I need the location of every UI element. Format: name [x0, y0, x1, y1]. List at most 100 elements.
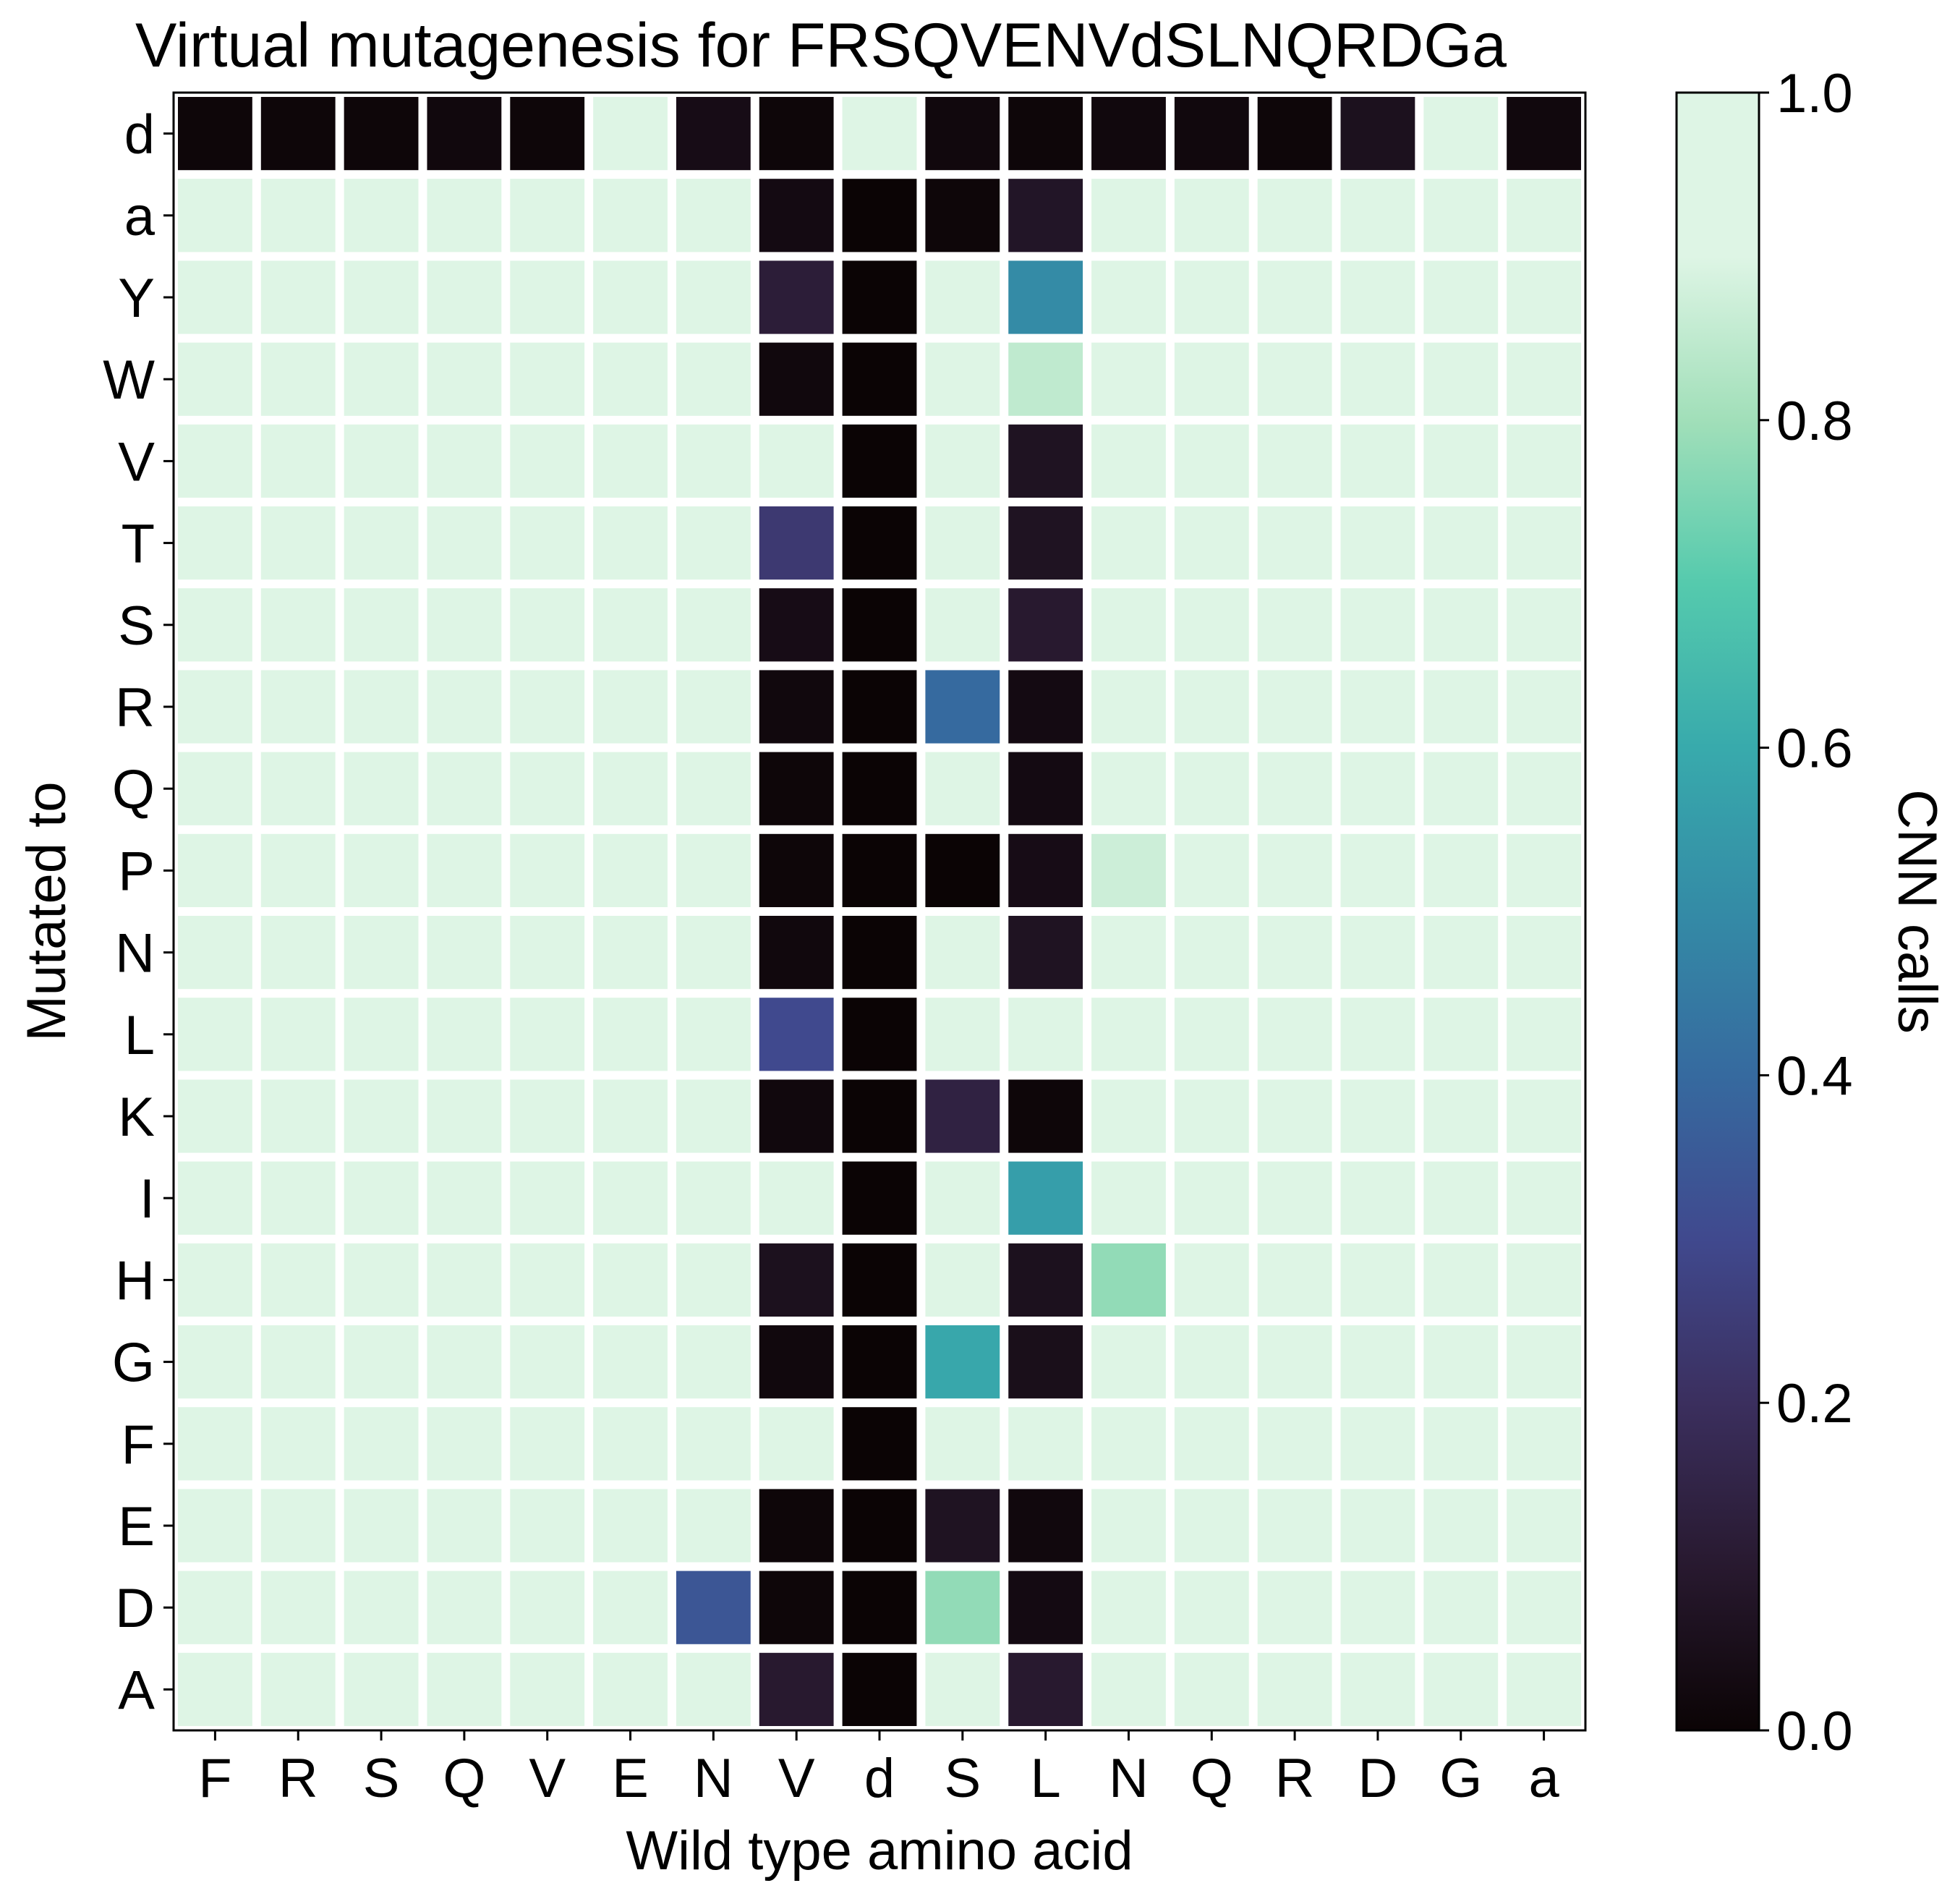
heatmap-cell [842, 342, 917, 416]
heatmap-cell [427, 97, 502, 171]
heatmap-cell [1174, 1161, 1249, 1235]
heatmap-cell [260, 260, 336, 334]
heatmap-cell [260, 342, 336, 416]
heatmap-cell [759, 1407, 834, 1481]
x-tick-label: d [864, 1748, 895, 1809]
heatmap-cell [344, 179, 419, 252]
x-tick-label: N [1109, 1748, 1149, 1809]
heatmap-cell [344, 1325, 419, 1399]
heatmap-cell [1340, 1325, 1415, 1399]
y-tick-label: d [124, 104, 155, 166]
y-tick-label: N [115, 923, 155, 985]
heatmap-cell [178, 1407, 252, 1481]
heatmap-cell [427, 1079, 502, 1153]
heatmap-cell [178, 97, 252, 171]
x-tick-label: G [1439, 1748, 1482, 1809]
heatmap-cell [510, 342, 585, 416]
heatmap-cell [1257, 1571, 1332, 1644]
heatmap-cell [1423, 752, 1499, 825]
heatmap-cell [427, 179, 502, 252]
heatmap-cell [344, 1407, 419, 1481]
heatmap-cell [925, 670, 1000, 744]
heatmap-cell [593, 342, 668, 416]
heatmap-cell [676, 1571, 751, 1644]
heatmap-cell [1423, 588, 1499, 662]
heatmap-cell [1423, 424, 1499, 498]
heatmap-cell [1507, 998, 1581, 1071]
heatmap-cell [676, 916, 751, 990]
heatmap-cell [178, 998, 252, 1071]
heatmap-cell [759, 1325, 834, 1399]
heatmap-cell [593, 97, 668, 171]
heatmap-cell [344, 342, 419, 416]
y-tick-label: F [122, 1414, 155, 1476]
heatmap-cell [510, 1161, 585, 1235]
heatmap-cell [178, 1243, 252, 1317]
y-tick-label: H [115, 1250, 155, 1312]
heatmap-cell [1091, 342, 1166, 416]
heatmap-cell [676, 1325, 751, 1399]
heatmap-cell [842, 1079, 917, 1153]
x-axis-label: Wild type amino acid [626, 1820, 1133, 1882]
heatmap-cell [178, 588, 252, 662]
heatmap-cell [1423, 1161, 1499, 1235]
heatmap-cell [676, 670, 751, 744]
heatmap-cell [510, 1079, 585, 1153]
x-tick-label: R [1275, 1748, 1315, 1809]
heatmap-cell [1174, 506, 1249, 580]
heatmap-cell [593, 752, 668, 825]
heatmap-cell [1423, 1571, 1499, 1644]
heatmap-cell [1008, 97, 1083, 171]
heatmap-cell [1507, 506, 1581, 580]
heatmap-cell [842, 179, 917, 252]
heatmap-cell [676, 506, 751, 580]
heatmap-cell [1008, 179, 1083, 252]
heatmap-cell [344, 670, 419, 744]
plot-background [174, 93, 1585, 1730]
heatmap-cell [427, 752, 502, 825]
heatmap-cell [1340, 1652, 1415, 1726]
heatmap-cell [1423, 1652, 1499, 1726]
heatmap-cell [1091, 506, 1166, 580]
heatmap-cell [1257, 833, 1332, 907]
heatmap-cell [1257, 1243, 1332, 1317]
heatmap-cell [344, 97, 419, 171]
heatmap-cell [1091, 1161, 1166, 1235]
heatmap-cell [1340, 1161, 1415, 1235]
heatmap-cell [925, 342, 1000, 416]
heatmap-cell [676, 588, 751, 662]
x-tick-label: L [1031, 1748, 1061, 1809]
heatmap-cell [759, 424, 834, 498]
heatmap-cell [676, 1243, 751, 1317]
heatmap-cell [1507, 1489, 1581, 1563]
colorbar-tick-label: 0.4 [1776, 1045, 1853, 1107]
heatmap-cell [1507, 1079, 1581, 1153]
y-tick-label: L [124, 1005, 155, 1066]
heatmap-cell [842, 1489, 917, 1563]
heatmap-cell [178, 1325, 252, 1399]
heatmap-cell [427, 1571, 502, 1644]
heatmap-cell [925, 1407, 1000, 1481]
heatmap-cell [1423, 670, 1499, 744]
x-tick-label: Q [1191, 1748, 1233, 1809]
heatmap-cell [759, 179, 834, 252]
heatmap-cell [1340, 424, 1415, 498]
heatmap-cell [1257, 179, 1332, 252]
heatmap-cell [1091, 97, 1166, 171]
heatmap-cell [1507, 260, 1581, 334]
heatmap-cell [759, 1079, 834, 1153]
heatmap-cell [1423, 260, 1499, 334]
heatmap-cell [759, 752, 834, 825]
heatmap-cell [510, 1489, 585, 1563]
colorbar-label: CNN calls [1886, 789, 1948, 1034]
heatmap-cell [260, 752, 336, 825]
heatmap-cell [1340, 998, 1415, 1071]
heatmap-cell [1008, 1325, 1083, 1399]
heatmap-cell [1507, 1243, 1581, 1317]
heatmap-cell [593, 424, 668, 498]
heatmap-cell [178, 424, 252, 498]
heatmap-cell [1008, 833, 1083, 907]
heatmap-cell [925, 179, 1000, 252]
heatmap-cell [260, 670, 336, 744]
heatmap-cell [1008, 506, 1083, 580]
